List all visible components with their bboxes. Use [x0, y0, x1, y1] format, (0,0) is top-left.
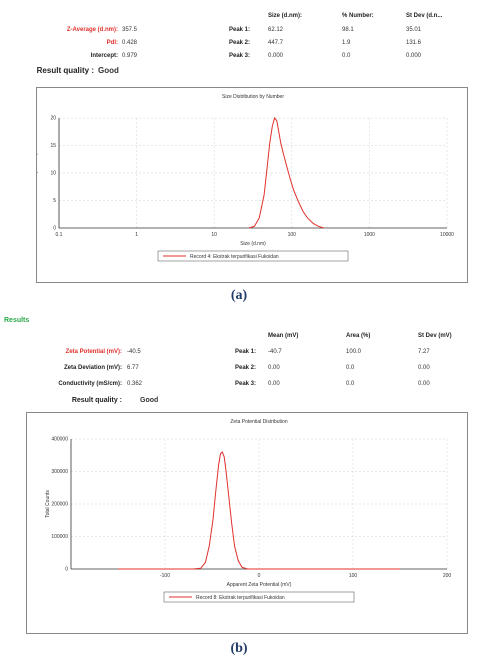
pdi-value: 0.428 [122, 40, 138, 46]
x-tick-label: 200 [443, 573, 452, 579]
x-tick-label: 1000 [364, 232, 375, 238]
peak-row-label: Peak 2: [234, 365, 256, 371]
conductivity-label: Conductivity (mS/cm): [58, 381, 122, 387]
y-tick-label: 20 [50, 116, 56, 122]
zeta-distribution-chart: Zeta Potential Distribution 0 100000 200000… [45, 419, 452, 603]
table-cell: 98.1 [342, 27, 354, 33]
table-cell: 7.27 [418, 349, 430, 355]
z-average-value: 357.5 [122, 27, 138, 33]
y-tick-label: 100000 [51, 534, 68, 540]
table-cell: 0.0 [346, 381, 355, 387]
series-line [118, 451, 400, 570]
table-cell: 0.00 [418, 381, 430, 387]
table-header: Mean (mV) [268, 333, 299, 339]
size-distribution-panel: Size Distribution by Number 0 5 10 15 20 0.1 1 1… [33, 87, 468, 283]
table-header: Area (%) [346, 333, 371, 339]
x-tick-label: -100 [160, 573, 170, 579]
zeta-potential-label: Zeta Potential (mV): [65, 349, 122, 355]
zeta-deviation-value: 6.77 [127, 365, 139, 371]
y-tick-label: 200000 [51, 502, 68, 508]
intercept-value: 0.979 [122, 53, 138, 59]
peak-row-label: Peak 1: [228, 27, 250, 33]
x-tick-label: 0.1 [56, 232, 63, 238]
legend-box [163, 591, 355, 603]
legend-label: Record 4: Ekstrak terpurifikasi Fukoidan [190, 254, 279, 260]
results-heading: Results [4, 317, 30, 324]
conductivity-value: 0.362 [127, 381, 143, 387]
y-tick-label: 0 [53, 226, 56, 232]
zeta-distribution-panel: Zeta Potential Distribution 0 100000 200000… [26, 412, 468, 634]
y-tick-label: 10 [50, 171, 56, 177]
table-cell: 131.6 [406, 40, 422, 46]
table-cell: 0.000 [406, 53, 422, 59]
peak-row-label: Peak 2: [228, 40, 250, 46]
y-tick-label: 400000 [51, 437, 68, 443]
y-axis-label: Number (Percent) [37, 153, 39, 193]
intercept-label: Intercept: [90, 53, 118, 59]
table-cell: 0.00 [418, 365, 430, 371]
x-axis-label: Apparent Zeta Potential (mV) [227, 582, 292, 588]
y-tick-label: 300000 [51, 469, 68, 475]
x-tick-label: 10 [211, 232, 217, 238]
result-quality-label: Result quality : [71, 397, 122, 404]
table-header: Size (d.nm): [268, 13, 302, 19]
table-cell: 0.00 [268, 381, 280, 387]
caption-b: (b) [230, 641, 248, 656]
table-cell: 35.01 [406, 27, 422, 33]
x-tick-label: 1 [135, 232, 138, 238]
y-tick-label: 5 [53, 198, 56, 204]
peak-row-label: Peak 1: [234, 349, 256, 355]
size-distribution-chart: Size Distribution by Number 0 5 10 15 20 0.1 1 1… [33, 94, 454, 262]
zeta-deviation-label: Zeta Deviation (mV): [63, 365, 122, 371]
table-cell: 0.000 [268, 53, 284, 59]
x-tick-label: 0 [258, 573, 261, 579]
table-cell: 447.7 [268, 40, 284, 46]
z-average-label: Z-Average (d.nm): [66, 27, 118, 33]
caption-a: (a) [230, 288, 248, 303]
table-cell: 100.0 [346, 349, 362, 355]
y-tick-label: 0 [65, 567, 68, 573]
table-cell: 0.00 [268, 365, 280, 371]
table-cell: -40.7 [268, 349, 282, 355]
chart-title: Zeta Potential Distribution [230, 419, 287, 425]
result-quality-value: Good [140, 397, 159, 404]
zeta-potential-value: -40.5 [127, 349, 141, 355]
chart-title: Size Distribution by Number [222, 94, 284, 100]
legend-box [157, 250, 349, 262]
x-axis-label: Size (d.nm) [240, 241, 266, 247]
x-tick-label: 10000 [440, 232, 454, 238]
peak-row-label: Peak 3: [228, 53, 250, 59]
table-cell: 62.12 [268, 27, 284, 33]
table-header: St Dev (mV) [418, 333, 452, 339]
table-header: St Dev (d.n... [406, 13, 443, 19]
x-tick-label: 100 [288, 232, 297, 238]
legend-label: Record 8: Ekstrak terpurifikasi Fukoidan [196, 595, 285, 601]
y-axis-label: Total Counts [45, 490, 51, 518]
y-tick-label: 15 [50, 143, 56, 149]
result-quality-label: Result quality : [36, 66, 94, 75]
table-cell: 0.0 [342, 53, 351, 59]
pdi-label: PdI: [106, 40, 118, 46]
table-header: % Number: [342, 13, 374, 19]
table-cell: 1.9 [342, 40, 351, 46]
x-tick-label: 100 [349, 573, 358, 579]
series-line [248, 116, 325, 229]
peak-row-label: Peak 3: [234, 381, 256, 387]
table-cell: 0.0 [346, 365, 355, 371]
result-quality-value: Good [98, 66, 119, 75]
